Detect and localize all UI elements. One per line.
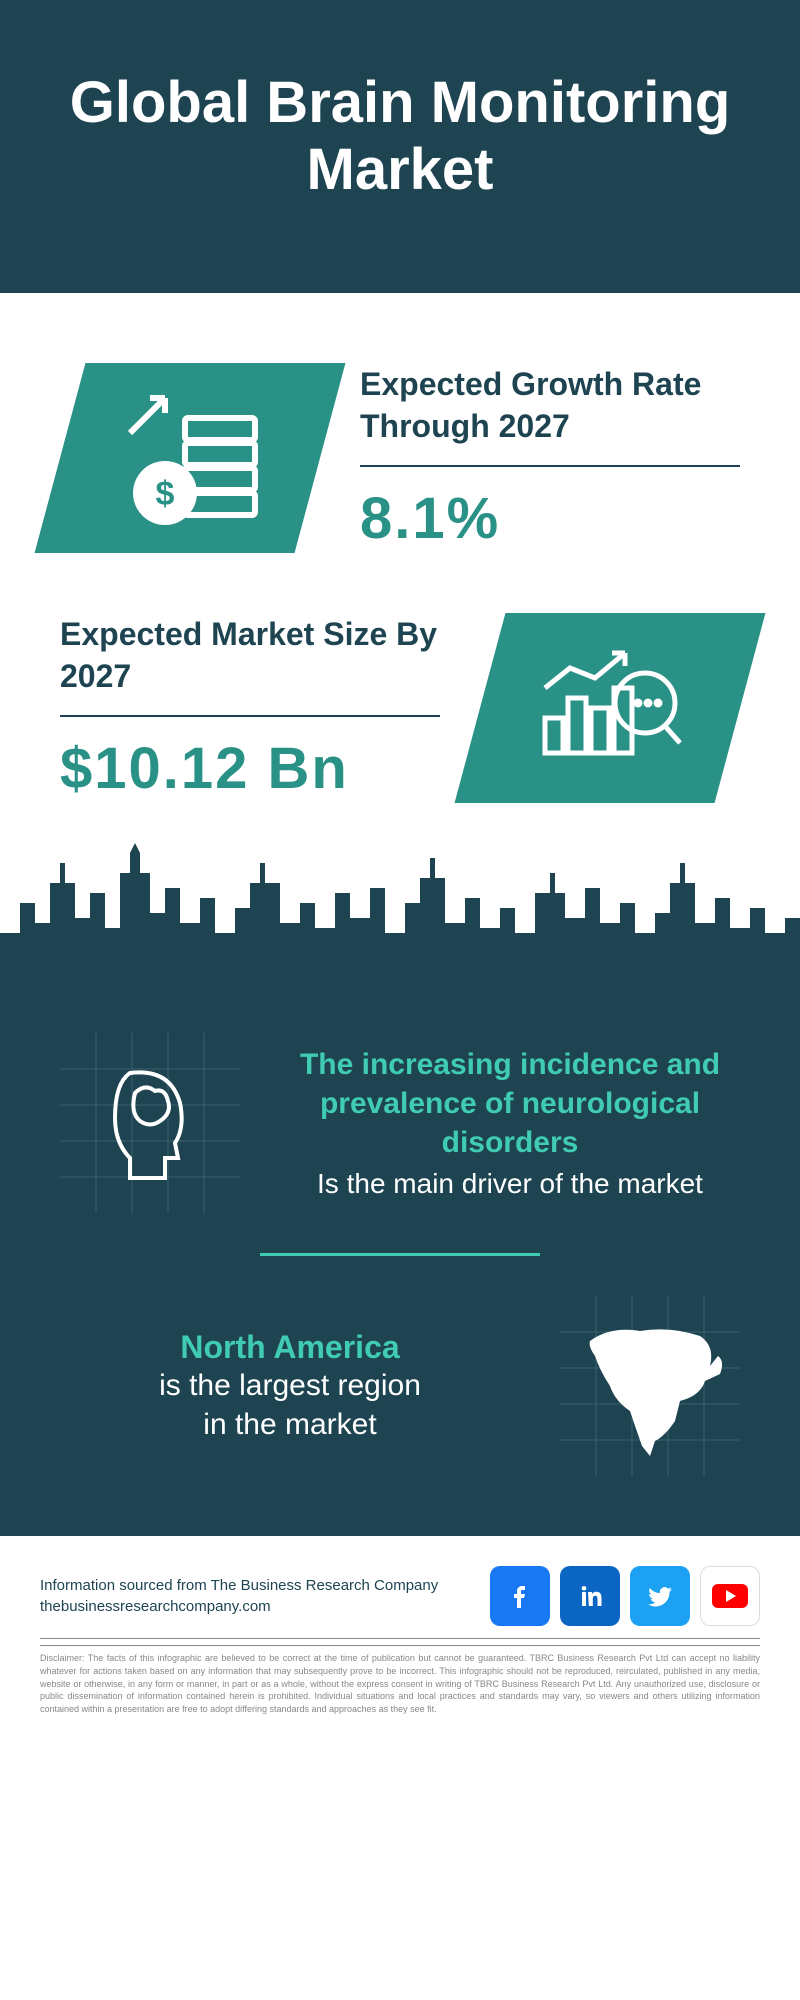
center-divider	[260, 1253, 540, 1256]
footer-divider	[40, 1638, 760, 1639]
footer: Information sourced from The Business Re…	[0, 1536, 800, 1735]
feature-sub: Is the main driver of the market	[280, 1166, 740, 1202]
stat-icon-box: $	[35, 363, 346, 553]
brain-head-icon	[60, 1033, 240, 1213]
region-highlight: North America	[60, 1329, 520, 1366]
feature-row: The increasing incidence and prevalence …	[60, 1033, 740, 1213]
disclaimer-text: Disclaimer: The facts of this infographi…	[40, 1652, 760, 1715]
linkedin-icon[interactable]	[560, 1566, 620, 1626]
north-america-map-icon	[560, 1296, 740, 1476]
facebook-icon[interactable]	[490, 1566, 550, 1626]
stat-icon-box	[455, 613, 766, 803]
divider	[60, 715, 440, 717]
header: Global Brain Monitoring Market	[0, 0, 800, 293]
money-growth-icon: $	[110, 383, 270, 533]
twitter-icon[interactable]	[630, 1566, 690, 1626]
source-url: thebusinessresearchcompany.com	[40, 1596, 438, 1617]
region-text: North America is the largest region in t…	[60, 1329, 520, 1444]
stat-label: Expected Growth Rate Through 2027	[360, 364, 740, 447]
region-sub-1: is the largest region	[60, 1366, 520, 1405]
chart-magnify-icon	[530, 638, 690, 778]
social-icons	[490, 1566, 760, 1626]
source-text: Information sourced from The Business Re…	[40, 1575, 438, 1617]
feature-text: The increasing incidence and prevalence …	[280, 1045, 740, 1202]
svg-text:$: $	[156, 475, 175, 513]
region-row: North America is the largest region in t…	[60, 1296, 740, 1476]
stat-label: Expected Market Size By 2027	[60, 614, 440, 697]
stat-row-market-size: Expected Market Size By 2027 $10.12 Bn	[0, 583, 800, 833]
stat-row-growth: $ Expected Growth Rate Through 2027 8.1%	[0, 333, 800, 583]
dark-section: The increasing incidence and prevalence …	[0, 993, 800, 1536]
region-sub-2: in the market	[60, 1405, 520, 1444]
source-line: Information sourced from The Business Re…	[40, 1577, 438, 1594]
stat-text-growth: Expected Growth Rate Through 2027 8.1%	[360, 364, 740, 552]
divider	[360, 465, 740, 467]
skyline-graphic	[0, 833, 800, 993]
stat-value: $10.12 Bn	[60, 735, 440, 802]
stat-text-market: Expected Market Size By 2027 $10.12 Bn	[60, 614, 440, 802]
footer-divider	[40, 1645, 760, 1646]
youtube-icon[interactable]	[700, 1566, 760, 1626]
stat-value: 8.1%	[360, 485, 740, 552]
page-title: Global Brain Monitoring Market	[40, 70, 760, 203]
footer-row: Information sourced from The Business Re…	[40, 1566, 760, 1626]
spacer	[0, 293, 800, 333]
feature-highlight: The increasing incidence and prevalence …	[280, 1045, 740, 1162]
